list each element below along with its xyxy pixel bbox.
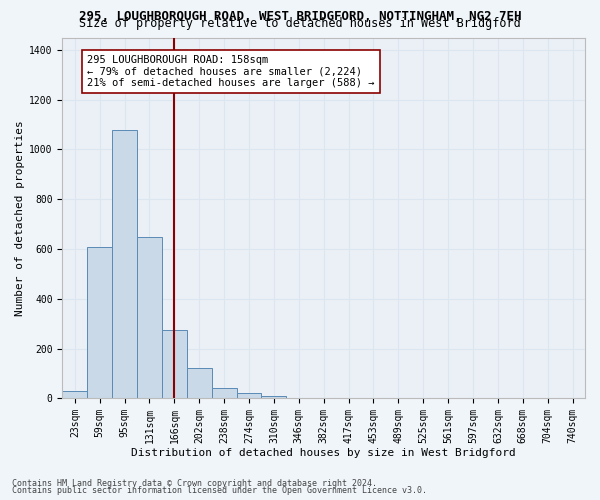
Text: Contains public sector information licensed under the Open Government Licence v3: Contains public sector information licen… bbox=[12, 486, 427, 495]
Text: Contains HM Land Registry data © Crown copyright and database right 2024.: Contains HM Land Registry data © Crown c… bbox=[12, 478, 377, 488]
Text: 295, LOUGHBOROUGH ROAD, WEST BRIDGFORD, NOTTINGHAM, NG2 7EH: 295, LOUGHBOROUGH ROAD, WEST BRIDGFORD, … bbox=[79, 10, 521, 23]
Bar bbox=[62, 391, 87, 398]
Bar bbox=[262, 396, 286, 398]
Y-axis label: Number of detached properties: Number of detached properties bbox=[15, 120, 25, 316]
Text: Size of property relative to detached houses in West Bridgford: Size of property relative to detached ho… bbox=[79, 18, 521, 30]
Bar bbox=[212, 388, 236, 398]
Bar bbox=[236, 394, 262, 398]
X-axis label: Distribution of detached houses by size in West Bridgford: Distribution of detached houses by size … bbox=[131, 448, 516, 458]
Text: 295 LOUGHBOROUGH ROAD: 158sqm
← 79% of detached houses are smaller (2,224)
21% o: 295 LOUGHBOROUGH ROAD: 158sqm ← 79% of d… bbox=[87, 55, 375, 88]
Bar bbox=[187, 368, 212, 398]
Bar bbox=[87, 246, 112, 398]
Bar bbox=[162, 330, 187, 398]
Bar bbox=[112, 130, 137, 398]
Bar bbox=[137, 236, 162, 398]
